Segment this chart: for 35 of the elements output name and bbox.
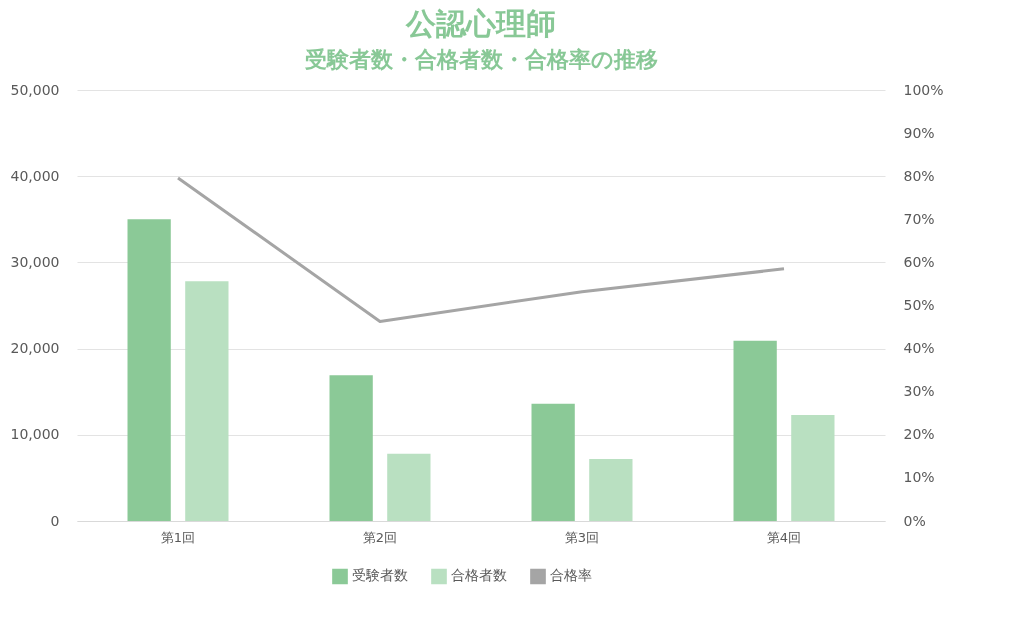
legend-label: 合格率 [550,567,592,584]
line-series [176,176,786,323]
x-tick-label: 第2回 [362,529,398,545]
legend-label: 受験者数 [352,567,408,584]
legend-label: 合格者数 [451,567,507,584]
y-tick-label: 0 [50,512,60,529]
bar [733,340,777,521]
bar [329,375,373,521]
y2-tick-label: 90% [903,124,935,141]
y2-tick-label: 10% [903,469,935,486]
y2-tick-label: 80% [903,167,935,184]
y-tick-label: 10,000 [10,426,60,443]
y-tick-label: 50,000 [10,81,60,98]
bar [387,453,431,521]
bar [589,458,633,521]
bar [185,281,229,521]
x-tick-label: 第4回 [766,529,802,545]
y2-tick-label: 50% [903,297,935,313]
bar [791,414,835,521]
y2-tick-label: 30% [903,383,935,400]
x-tick-label: 第1回 [160,529,196,545]
y-tick-label: 20,000 [10,340,60,357]
y2-tick-label: 60% [903,253,935,270]
y2-tick-label: 40% [903,340,935,357]
chart-title: 公認心理師 [405,6,556,41]
x-tick-label: 第3回 [564,529,600,545]
y2-tick-label: 20% [903,426,935,443]
y-tick-label: 30,000 [10,253,60,270]
y-tick-label: 40,000 [10,167,60,184]
y2-tick-label: 100% [903,81,944,98]
bar [531,403,575,521]
bar [127,219,171,521]
chart-subtitle: 受験者数・合格者数・合格率の推移 [304,47,658,72]
y2-tick-label: 70% [903,210,935,227]
y2-tick-label: 0% [903,512,926,529]
